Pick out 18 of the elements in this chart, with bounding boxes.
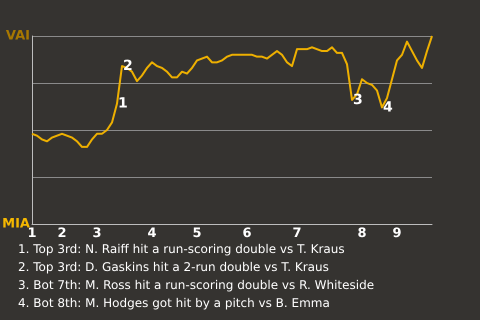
- x-tick-label: 4: [147, 226, 157, 241]
- text: MIA: [2, 216, 30, 232]
- x-tick-label: 3: [92, 226, 102, 241]
- text: 4. Bot 8th: M. Hodges got hit by a pitch vs B. Emma: [18, 296, 330, 310]
- text: VAI: [6, 28, 30, 44]
- x-tick-label: 5: [192, 226, 202, 241]
- x-tick-label: 1: [27, 226, 37, 241]
- annotation: 3: [353, 92, 363, 108]
- x-tick-label: 2: [57, 226, 67, 241]
- annotation: 1: [118, 96, 128, 112]
- annotation: 4: [383, 99, 393, 116]
- text: 3. Bot 7th: M. Ross hit a run-scoring double vs R. Whiteside: [18, 278, 374, 292]
- x-tick-label: 6: [242, 226, 252, 241]
- x-tick-label: 8: [357, 226, 367, 241]
- x-tick-label: 9: [392, 226, 402, 241]
- text: 1. Top 3rd: N. Raiff hit a run-scoring double vs T. Kraus: [18, 242, 345, 256]
- text: 2. Top 3rd: D. Gaskins hit a 2-run double vs T. Kraus: [18, 260, 329, 274]
- x-tick-label: 7: [292, 226, 302, 241]
